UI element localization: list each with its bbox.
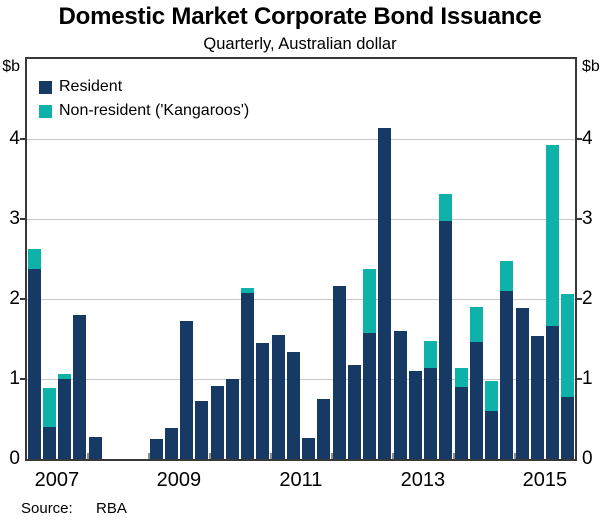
year-boundary-tick bbox=[391, 453, 394, 459]
source-value: RBA bbox=[96, 500, 127, 517]
bar-resident-2010-q2 bbox=[225, 379, 239, 459]
y-tick-label-left-2: 2 bbox=[9, 288, 20, 309]
bar-resident-2009-q4 bbox=[195, 400, 209, 459]
bar-resident-2010-q3 bbox=[241, 293, 254, 459]
y-tick-mark-left bbox=[20, 298, 25, 300]
bar-non-resident-2007-q2 bbox=[42, 387, 56, 427]
bar-non-resident-2014-q2 bbox=[469, 307, 483, 343]
bar-resident-2007-q3 bbox=[58, 379, 71, 459]
y-tick-label-left-1: 1 bbox=[9, 368, 20, 389]
legend-item-resident: Resident bbox=[39, 79, 249, 95]
year-boundary-tick bbox=[147, 453, 150, 459]
bar-non-resident-2015-q4 bbox=[561, 294, 575, 398]
x-tick-label-2009: 2009 bbox=[156, 469, 202, 491]
bar-resident-2012-q1 bbox=[332, 286, 346, 459]
y-tick-label-left-3: 3 bbox=[9, 208, 20, 229]
bar-resident-2009-q2 bbox=[164, 427, 178, 459]
bar-resident-2014-q4 bbox=[500, 291, 514, 459]
bar-non-resident-2010-q3 bbox=[241, 287, 254, 294]
bar-resident-2009-q3 bbox=[180, 321, 193, 459]
bar-non-resident-2012-q3 bbox=[363, 268, 376, 334]
bar-resident-2014-q2 bbox=[469, 342, 483, 459]
bar-resident-2014-q3 bbox=[485, 411, 498, 459]
year-boundary-tick bbox=[269, 453, 272, 459]
y-tick-mark-left bbox=[20, 378, 25, 380]
bar-non-resident-2007-q3 bbox=[58, 374, 71, 379]
bar-resident-2011-q4 bbox=[317, 399, 331, 459]
y-tick-mark-left bbox=[20, 138, 25, 140]
gridline-2b bbox=[27, 299, 575, 300]
gridline-3b bbox=[27, 219, 575, 220]
bar-resident-2015-q4 bbox=[561, 397, 575, 459]
y-tick-mark-right bbox=[577, 138, 582, 140]
chart-title: Domestic Market Corporate Bond Issuance bbox=[58, 3, 542, 30]
legend-label: Resident bbox=[59, 78, 123, 95]
year-boundary-tick bbox=[86, 453, 89, 459]
y-tick-label-right-2: 2 bbox=[582, 288, 593, 309]
bar-resident-2013-q2 bbox=[408, 371, 422, 459]
bar-non-resident-2014-q1 bbox=[454, 367, 468, 387]
y-tick-label-right-4: 4 bbox=[582, 128, 593, 149]
x-tick-label-2013: 2013 bbox=[400, 469, 446, 491]
bar-non-resident-2013-q4 bbox=[439, 194, 453, 221]
chart-subtitle: Quarterly, Australian dollar bbox=[203, 35, 397, 53]
y-tick-mark-right bbox=[577, 378, 582, 380]
bar-resident-2013-q1 bbox=[393, 331, 407, 459]
bar-resident-2010-q1 bbox=[210, 386, 224, 459]
y-tick-label-right-0: 0 bbox=[582, 448, 593, 469]
bar-resident-2007-q4 bbox=[73, 315, 87, 459]
bar-non-resident-2014-q4 bbox=[500, 261, 514, 291]
x-tick-label-2015: 2015 bbox=[522, 469, 568, 491]
bar-non-resident-2007-q1 bbox=[27, 248, 41, 270]
bar-resident-2008-q1 bbox=[88, 437, 102, 459]
y-axis-unit-right: $b bbox=[582, 58, 600, 75]
y-tick-mark-right bbox=[577, 218, 582, 220]
y-tick-mark-left bbox=[20, 218, 25, 220]
y-tick-label-left-0: 0 bbox=[9, 448, 20, 469]
y-tick-mark-right bbox=[577, 298, 582, 300]
bar-resident-2012-q3 bbox=[363, 333, 376, 459]
bar-resident-2015-q3 bbox=[546, 326, 559, 459]
bar-resident-2015-q2 bbox=[530, 335, 544, 459]
source-label: Source: bbox=[21, 500, 73, 517]
bar-non-resident-2014-q3 bbox=[485, 380, 498, 411]
bar-resident-2007-q2 bbox=[42, 427, 56, 459]
bar-resident-2013-q3 bbox=[424, 367, 437, 459]
y-axis-unit-left: $b bbox=[2, 58, 20, 75]
bar-resident-2011-q2 bbox=[286, 351, 300, 459]
bar-non-resident-2013-q3 bbox=[424, 340, 437, 368]
legend: Resident Non-resident ('Kangaroos') bbox=[39, 79, 249, 127]
x-tick-label-2011: 2011 bbox=[279, 469, 323, 491]
bar-resident-2012-q4 bbox=[378, 127, 392, 459]
year-boundary-tick bbox=[452, 453, 455, 459]
bar-resident-2014-q1 bbox=[454, 387, 468, 459]
year-boundary-tick bbox=[513, 453, 516, 459]
non-resident-swatch-icon bbox=[39, 104, 52, 118]
legend-label: Non-resident ('Kangaroos') bbox=[59, 102, 250, 119]
bar-resident-2010-q4 bbox=[256, 343, 270, 459]
year-boundary-tick bbox=[208, 453, 211, 459]
bar-resident-2013-q4 bbox=[439, 220, 453, 459]
bar-resident-2007-q1 bbox=[27, 269, 41, 459]
source-note: Source: RBA bbox=[21, 499, 127, 519]
bar-non-resident-2015-q3 bbox=[546, 144, 559, 327]
year-boundary-tick bbox=[330, 453, 333, 459]
bar-resident-2012-q2 bbox=[347, 364, 361, 459]
bar-resident-2011-q3 bbox=[302, 438, 315, 459]
bar-resident-2009-q1 bbox=[149, 439, 163, 459]
gridline-4b bbox=[27, 139, 575, 140]
gridline-1b bbox=[27, 379, 575, 380]
y-tick-label-left-4: 4 bbox=[9, 128, 20, 149]
x-tick-label-2007: 2007 bbox=[34, 469, 80, 491]
y-tick-label-right-3: 3 bbox=[582, 208, 593, 229]
bar-resident-2015-q1 bbox=[515, 307, 529, 459]
y-tick-label-right-1: 1 bbox=[582, 368, 593, 389]
plot-area: Resident Non-resident ('Kangaroos') bbox=[25, 57, 577, 461]
bar-resident-2011-q1 bbox=[271, 335, 285, 459]
legend-item-non-resident: Non-resident ('Kangaroos') bbox=[39, 103, 249, 119]
resident-swatch-icon bbox=[39, 80, 52, 94]
